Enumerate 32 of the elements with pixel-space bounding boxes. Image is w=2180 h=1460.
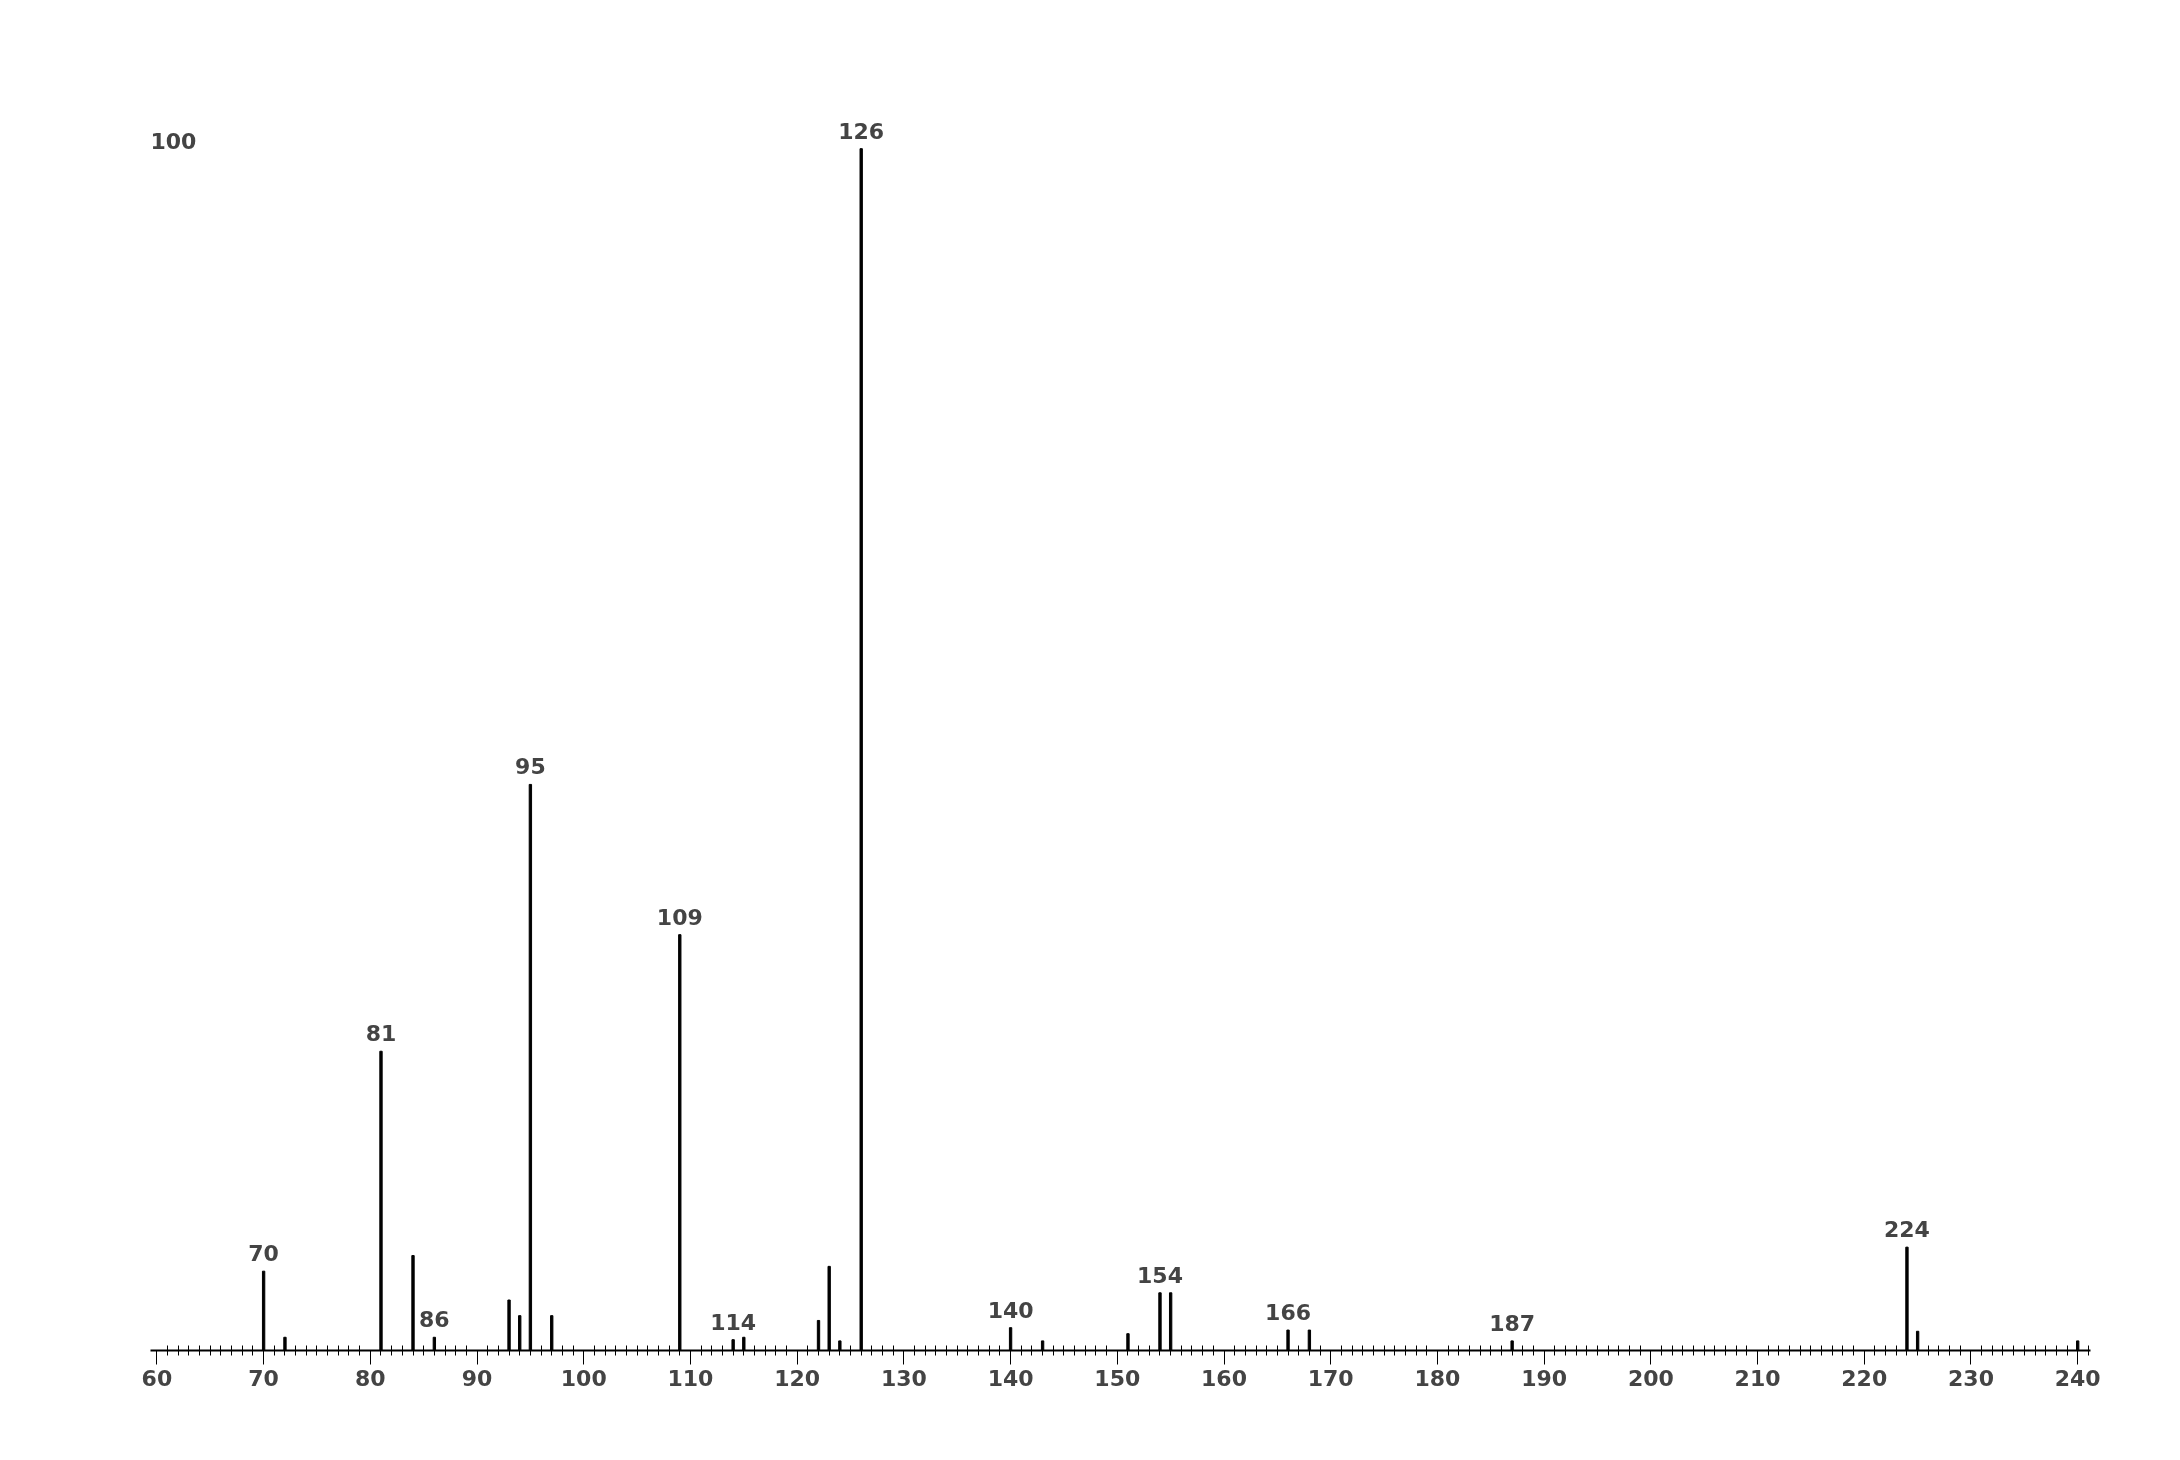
x-tick-label: 240 <box>2054 1365 2101 1391</box>
annotation: 224 <box>1884 1217 1930 1243</box>
annotation: 81 <box>365 1021 397 1047</box>
x-tick-label: 160 <box>1201 1365 1247 1391</box>
annotation: 95 <box>515 754 546 780</box>
annotation: 126 <box>838 118 885 144</box>
annotation: 154 <box>1137 1262 1183 1288</box>
x-tick-label: 180 <box>1414 1365 1461 1391</box>
x-tick-label: 120 <box>774 1365 821 1391</box>
x-tick-label: 220 <box>1841 1365 1888 1391</box>
x-tick-label: 100 <box>560 1365 607 1391</box>
x-tick-label: 150 <box>1094 1365 1141 1391</box>
annotation: 86 <box>419 1307 450 1333</box>
annotation: 70 <box>248 1241 279 1267</box>
annotation: 166 <box>1265 1300 1312 1326</box>
annotation: 100 <box>150 128 197 154</box>
x-tick-label: 130 <box>880 1365 927 1391</box>
x-tick-label: 230 <box>1948 1365 1994 1391</box>
annotation: 109 <box>656 904 703 930</box>
x-tick-label: 110 <box>667 1365 714 1391</box>
x-tick-label: 200 <box>1627 1365 1674 1391</box>
x-tick-label: 90 <box>461 1365 493 1391</box>
annotation: 114 <box>710 1309 757 1335</box>
x-tick-label: 190 <box>1521 1365 1568 1391</box>
x-tick-label: 140 <box>987 1365 1034 1391</box>
annotation: 187 <box>1489 1310 1536 1336</box>
annotation: 140 <box>987 1297 1034 1323</box>
x-tick-label: 70 <box>248 1365 279 1391</box>
x-tick-label: 170 <box>1307 1365 1354 1391</box>
x-tick-label: 80 <box>355 1365 386 1391</box>
x-tick-label: 60 <box>141 1365 173 1391</box>
x-tick-label: 210 <box>1734 1365 1781 1391</box>
